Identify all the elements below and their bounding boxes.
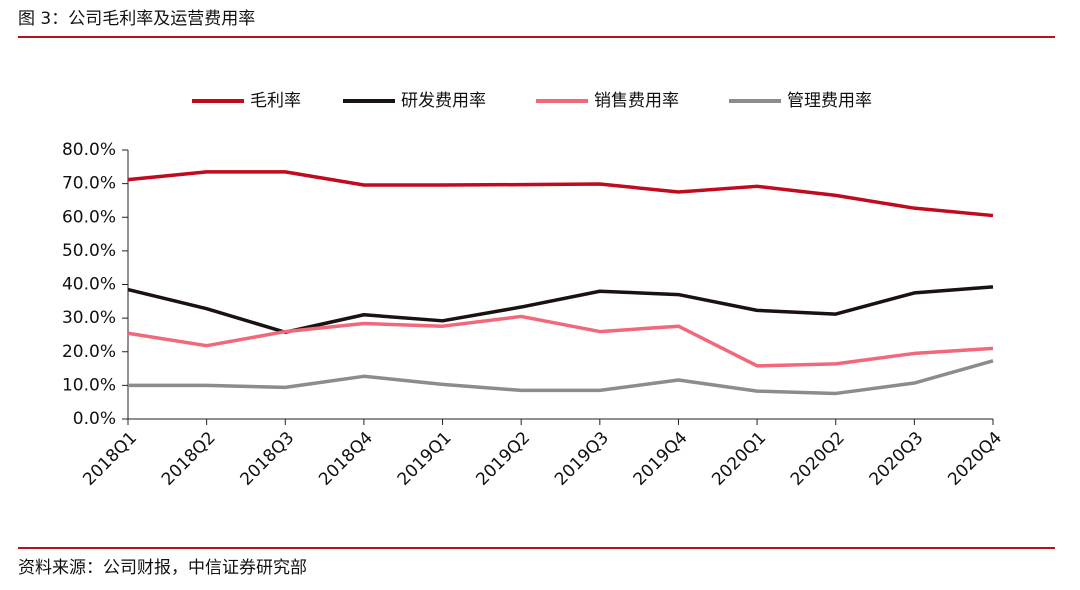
x-tick-label: 2018Q4	[315, 428, 377, 490]
x-tick-label: 2020Q3	[866, 428, 928, 490]
x-tick-label: 2018Q1	[79, 428, 141, 490]
y-tick-label: 20.0%	[62, 342, 116, 362]
x-tick-label: 2018Q3	[236, 428, 298, 490]
series-line	[127, 170, 994, 218]
series-line	[127, 285, 994, 334]
legend-label: 销售费用率	[594, 91, 679, 111]
x-tick-label: 2019Q4	[630, 428, 692, 490]
x-tick-label: 2018Q2	[158, 428, 220, 490]
x-tick-label: 2019Q3	[551, 428, 613, 490]
x-tick-label: 2020Q2	[787, 428, 849, 490]
y-tick-label: 0.0%	[73, 409, 116, 429]
x-tick-label: 2019Q2	[472, 428, 534, 490]
y-tick-label: 80.0%	[62, 140, 116, 160]
y-tick-label: 50.0%	[62, 241, 116, 261]
x-tick-label: 2020Q4	[944, 428, 1006, 490]
x-tick-label: 2020Q1	[708, 428, 770, 490]
legend-label: 研发费用率	[401, 91, 486, 111]
series-line	[128, 359, 994, 396]
y-tick-label: 70.0%	[62, 174, 116, 194]
legend-label: 管理费用率	[787, 91, 872, 111]
y-tick-label: 60.0%	[62, 207, 116, 227]
series-line	[127, 314, 994, 368]
y-tick-label: 10.0%	[62, 375, 116, 395]
x-tick-label: 2019Q1	[394, 428, 456, 490]
legend-label: 毛利率	[250, 91, 301, 111]
source-note: 资料来源：公司财报，中信证券研究部	[18, 558, 307, 578]
y-tick-label: 30.0%	[62, 308, 116, 328]
chart-title: 图 3：公司毛利率及运营费用率	[18, 9, 255, 29]
y-tick-label: 40.0%	[62, 275, 116, 295]
